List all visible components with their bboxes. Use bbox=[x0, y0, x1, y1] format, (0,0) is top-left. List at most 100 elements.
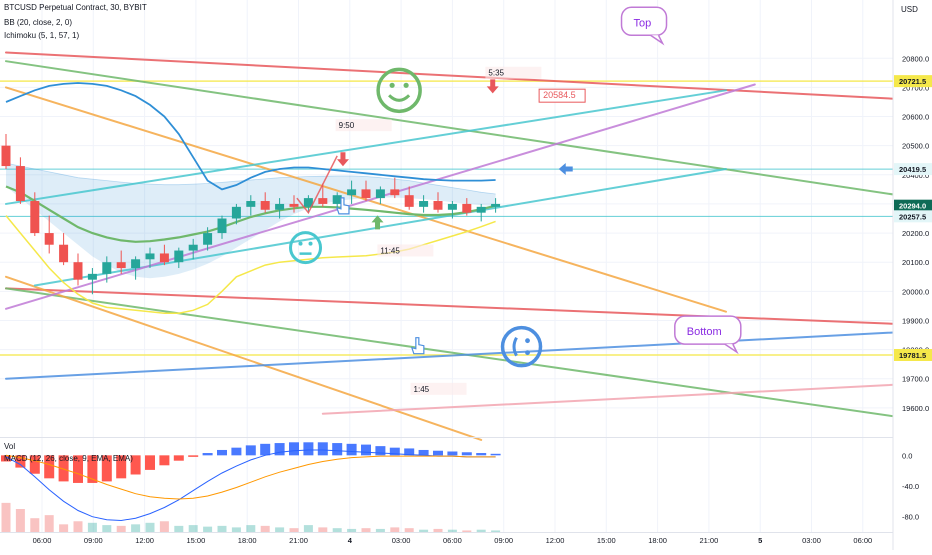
price-pane: 5:35 20584.5 9:50 11:45 1:45 Top Bottom bbox=[0, 0, 932, 532]
volume-bar bbox=[30, 518, 40, 532]
trend-line-orange[interactable] bbox=[5, 275, 483, 441]
trend-lines[interactable] bbox=[5, 51, 932, 441]
time-label-box[interactable] bbox=[377, 244, 434, 257]
volume-bar bbox=[476, 529, 486, 532]
macd-histogram-bar bbox=[375, 446, 386, 456]
macd-signal-line bbox=[5, 454, 496, 500]
smiley-face bbox=[500, 325, 543, 368]
legend-vol[interactable]: Vol bbox=[4, 442, 16, 451]
y-tick-label: 20400.0 bbox=[902, 171, 929, 180]
price-tag-box[interactable] bbox=[894, 210, 932, 223]
time-label-box[interactable] bbox=[335, 119, 392, 132]
legend-macd[interactable]: MACD (12, 26, close, 9, EMA, EMA) bbox=[4, 454, 133, 463]
callout-bubble[interactable] bbox=[674, 315, 742, 345]
macd-histogram-bar bbox=[490, 453, 501, 456]
trend-line-red[interactable] bbox=[5, 287, 932, 327]
x-tick-label: 12:00 bbox=[546, 536, 565, 545]
price-tag-label: 20721.5 bbox=[899, 77, 926, 86]
volume-bar bbox=[433, 528, 443, 532]
time-label-text: 11:45 bbox=[380, 246, 400, 255]
smiley-happy-icon[interactable] bbox=[376, 67, 422, 114]
candle-body bbox=[231, 206, 241, 219]
candle-body bbox=[87, 273, 97, 280]
price-tag-label: 20294.0 bbox=[899, 202, 926, 211]
candle-body bbox=[375, 189, 385, 199]
macd-histogram-bar bbox=[202, 453, 213, 456]
trend-line-blue[interactable] bbox=[5, 329, 932, 380]
macd-histogram-bar bbox=[389, 447, 400, 456]
smiley-eye bbox=[525, 350, 530, 356]
legend-ichimoku[interactable]: Ichimoku (5, 1, 57, 1) bbox=[4, 31, 80, 40]
hand-pointer-icon[interactable] bbox=[410, 337, 425, 355]
y-tick-label: 20500.0 bbox=[902, 142, 929, 151]
macd-histogram-bar bbox=[130, 455, 141, 475]
price-label-box[interactable] bbox=[538, 88, 586, 103]
price-tag-box[interactable] bbox=[894, 163, 932, 176]
candle-body bbox=[347, 189, 357, 196]
trend-line-pink[interactable] bbox=[321, 381, 932, 415]
time-label-box[interactable] bbox=[410, 382, 467, 395]
candle-body bbox=[73, 262, 83, 280]
hand-pointer-icon[interactable] bbox=[336, 197, 350, 215]
volume-bar bbox=[102, 525, 112, 532]
candle-body bbox=[491, 203, 501, 207]
drawings[interactable]: 5:35 20584.5 9:50 11:45 1:45 Top Bottom bbox=[289, 6, 742, 395]
candle-body bbox=[15, 166, 25, 202]
trend-line-cyan[interactable] bbox=[5, 89, 727, 205]
volume-bar bbox=[188, 525, 198, 532]
volume-bar bbox=[203, 526, 213, 532]
time-label-box[interactable] bbox=[485, 66, 542, 79]
time-label-text: 1:45 bbox=[414, 385, 430, 394]
x-tick-label: 15:00 bbox=[187, 536, 206, 545]
volume-bar bbox=[217, 525, 227, 532]
price-tag-label: 20419.5 bbox=[899, 165, 926, 174]
smiley-eye bbox=[308, 241, 313, 246]
hand-shape bbox=[410, 337, 425, 355]
y-tick-label: 19900.0 bbox=[902, 316, 929, 325]
candle-body bbox=[1, 145, 11, 167]
price-scale-background[interactable] bbox=[893, 0, 932, 550]
price-tag-box[interactable] bbox=[894, 75, 932, 88]
smiley-eye bbox=[403, 82, 409, 88]
arrow-up-icon[interactable] bbox=[371, 215, 384, 230]
volume-bar bbox=[145, 522, 155, 532]
macd-histogram-bar bbox=[303, 442, 314, 456]
macd-histogram-bar bbox=[73, 455, 83, 483]
legend-bb[interactable]: BB (20, close, 2, 0) bbox=[4, 18, 73, 27]
legend-symbol[interactable]: BTCUSD Perpetual Contract, 30, BYBIT bbox=[4, 3, 147, 12]
volume-bar bbox=[332, 528, 342, 532]
x-tick-label: 09:00 bbox=[494, 536, 513, 545]
arrow-down-icon[interactable] bbox=[486, 79, 499, 94]
candle-body bbox=[419, 201, 429, 207]
x-axis[interactable]: 06:00 09:00 12:00 15:00 18:00 21:00 4 03:00 06:0… bbox=[33, 536, 873, 545]
smiley-eye bbox=[298, 241, 303, 246]
volume-bar bbox=[303, 525, 313, 532]
candle-body bbox=[188, 244, 198, 251]
trend-line-green[interactable] bbox=[5, 60, 932, 204]
candle-body bbox=[289, 203, 299, 207]
macd-histogram-bar bbox=[245, 445, 256, 456]
trend-line-green[interactable] bbox=[5, 287, 932, 425]
candle-body bbox=[476, 206, 486, 213]
candle-body bbox=[433, 201, 443, 210]
volume-bar bbox=[116, 525, 126, 532]
smiley-eye bbox=[389, 82, 395, 88]
candle-body bbox=[116, 262, 126, 269]
macd-y-tick-label: -40.0 bbox=[902, 482, 919, 491]
ichimoku-cloud-top-line bbox=[5, 162, 496, 195]
arrow-left-icon[interactable] bbox=[558, 162, 573, 175]
grid-layer bbox=[0, 0, 893, 532]
ichimoku-cloud-area bbox=[6, 163, 496, 279]
macd-histogram-bar bbox=[433, 450, 443, 456]
callout-bubble[interactable] bbox=[620, 6, 668, 37]
macd-histogram-bar bbox=[289, 442, 299, 456]
volume-bar bbox=[1, 502, 11, 532]
arrow-down-icon[interactable] bbox=[336, 152, 349, 167]
trend-line-red[interactable] bbox=[5, 51, 932, 102]
smiley-tilted-icon[interactable] bbox=[500, 325, 543, 368]
smiley-neutral-icon[interactable] bbox=[289, 231, 323, 265]
price-tag-box[interactable] bbox=[894, 348, 932, 361]
y-tick-label: 19700.0 bbox=[902, 375, 929, 384]
